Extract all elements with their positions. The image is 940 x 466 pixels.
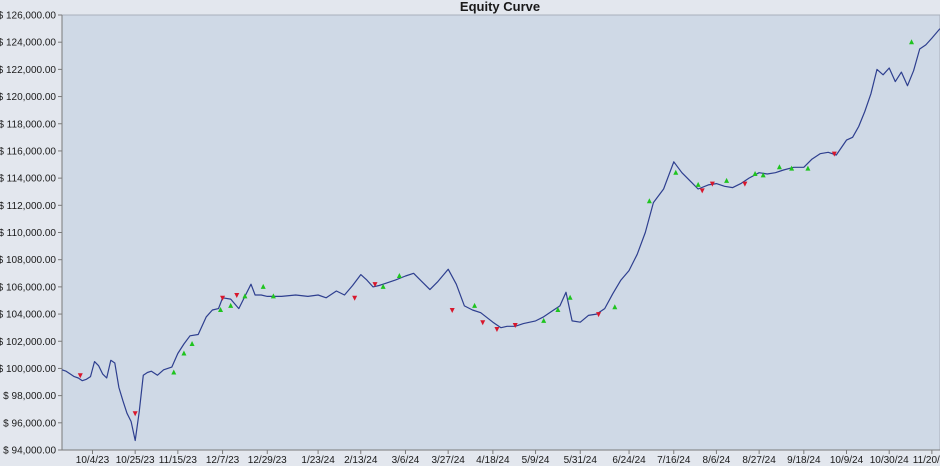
x-tick-label: 2/13/24 bbox=[344, 455, 378, 466]
x-tick-label: 8/27/24 bbox=[742, 455, 776, 466]
buy-marker bbox=[228, 302, 234, 308]
buy-marker bbox=[805, 165, 811, 171]
x-tick-label: 3/6/24 bbox=[392, 455, 420, 466]
buy-marker bbox=[695, 181, 701, 187]
sell-marker bbox=[831, 151, 837, 157]
sell-marker bbox=[449, 307, 455, 313]
y-axis: $ 94,000.00 $ 96,000.00 $ 98,000.00 $ 100,0… bbox=[0, 11, 63, 457]
buy-marker bbox=[612, 304, 618, 310]
buy-marker bbox=[776, 164, 782, 170]
x-tick-label: 10/25/23 bbox=[116, 455, 155, 466]
buy-marker bbox=[760, 172, 766, 178]
buy-marker bbox=[752, 171, 758, 177]
y-tick-label: $ 124,000.00 bbox=[0, 38, 56, 49]
y-tick-label: $ 94,000.00 bbox=[3, 446, 56, 457]
x-tick-label: 10/30/24 bbox=[870, 455, 909, 466]
series-layer bbox=[61, 28, 940, 442]
sell-marker bbox=[699, 188, 705, 194]
y-tick-label: $ 106,000.00 bbox=[0, 282, 56, 293]
buy-marker bbox=[567, 294, 573, 300]
trade-marker-layer bbox=[77, 39, 915, 417]
sell-marker bbox=[480, 320, 486, 326]
buy-marker bbox=[646, 198, 652, 204]
y-tick-label: $ 112,000.00 bbox=[0, 201, 56, 212]
x-tick-label: 9/18/24 bbox=[787, 455, 821, 466]
y-tick-label: $ 100,000.00 bbox=[0, 364, 56, 375]
sell-marker bbox=[742, 181, 748, 187]
y-tick-label: $ 122,000.00 bbox=[0, 65, 56, 76]
x-tick-label: 10/4/23 bbox=[76, 455, 110, 466]
sell-marker bbox=[77, 373, 83, 379]
buy-marker bbox=[724, 177, 730, 183]
x-tick-label: 8/6/24 bbox=[703, 455, 731, 466]
y-tick-label: $ 120,000.00 bbox=[0, 92, 56, 103]
buy-marker bbox=[171, 369, 177, 375]
buy-marker bbox=[396, 273, 402, 278]
plot-area bbox=[61, 14, 940, 451]
sell-marker bbox=[352, 295, 358, 301]
x-tick-label: 12/7/23 bbox=[206, 455, 240, 466]
x-axis: 10/4/23 10/25/23 11/15/23 12/7/23 12/29/23 1/… bbox=[62, 449, 940, 466]
buy-marker bbox=[909, 39, 915, 45]
x-tick-label: 11/20/24 bbox=[913, 455, 940, 466]
sell-marker bbox=[512, 322, 518, 328]
x-tick-label: 7/16/24 bbox=[657, 455, 691, 466]
buy-marker bbox=[789, 165, 795, 171]
equity-line bbox=[61, 28, 940, 442]
buy-marker bbox=[218, 306, 224, 312]
sell-marker bbox=[220, 295, 226, 301]
y-tick-label: $ 114,000.00 bbox=[0, 174, 56, 185]
y-tick-label: $ 96,000.00 bbox=[3, 418, 56, 429]
x-tick-label: 11/15/23 bbox=[159, 455, 198, 466]
sell-marker bbox=[132, 411, 138, 417]
buy-marker bbox=[260, 283, 266, 289]
x-tick-label: 12/29/23 bbox=[248, 455, 287, 466]
x-tick-label: 4/18/24 bbox=[476, 455, 510, 466]
buy-marker bbox=[242, 293, 248, 299]
y-tick-label: $ 104,000.00 bbox=[0, 310, 56, 321]
y-tick-label: $ 98,000.00 bbox=[3, 391, 56, 402]
buy-marker bbox=[541, 317, 547, 323]
buy-marker bbox=[189, 340, 195, 346]
buy-marker bbox=[673, 169, 679, 175]
buy-marker bbox=[181, 350, 187, 356]
sell-marker bbox=[709, 181, 715, 187]
sell-marker bbox=[234, 293, 240, 299]
buy-marker bbox=[270, 293, 276, 299]
buy-marker bbox=[472, 302, 478, 308]
x-tick-label: 1/23/24 bbox=[301, 455, 335, 466]
y-tick-label: $ 102,000.00 bbox=[0, 337, 56, 348]
x-tick-label: 3/27/24 bbox=[431, 455, 465, 466]
sell-marker bbox=[494, 327, 500, 333]
y-tick-label: $ 118,000.00 bbox=[0, 119, 56, 130]
y-tick-label: $ 116,000.00 bbox=[0, 146, 56, 157]
x-tick-label: 5/31/24 bbox=[564, 455, 598, 466]
buy-marker bbox=[555, 306, 561, 312]
buy-marker bbox=[380, 283, 386, 289]
y-tick-label: $ 126,000.00 bbox=[0, 11, 56, 22]
chart-title: Equity Curve bbox=[460, 0, 540, 14]
y-tick-label: $ 110,000.00 bbox=[0, 228, 56, 239]
x-tick-label: 10/9/24 bbox=[830, 455, 864, 466]
sell-marker bbox=[596, 312, 602, 318]
x-tick-label: 6/24/24 bbox=[612, 455, 646, 466]
x-tick-label: 5/9/24 bbox=[522, 455, 550, 466]
y-tick-label: $ 108,000.00 bbox=[0, 255, 56, 266]
sell-marker bbox=[372, 282, 378, 288]
